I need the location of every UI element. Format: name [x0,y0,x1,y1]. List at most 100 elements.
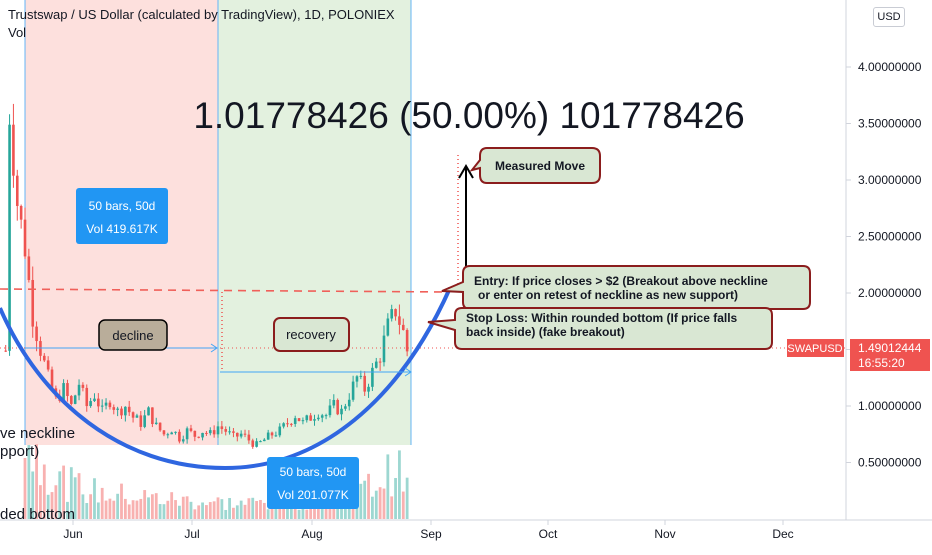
volume-bar [378,487,382,519]
recovery-note-text: recovery [286,327,336,342]
candle-body [124,406,127,416]
volume-bar [235,505,239,519]
candle-body [228,431,231,433]
candle-body [255,441,258,447]
volume-bar [363,480,367,519]
volume-bar [228,498,231,519]
candle-body [378,361,382,363]
candle-body [398,316,401,325]
currency-button[interactable]: USD [873,7,905,27]
candle-body [112,407,116,410]
volume-bar [93,478,96,519]
volume-bar [359,483,363,519]
chart-title[interactable]: Trustswap / US Dollar (calculated by Tra… [8,7,395,22]
candle-body [243,433,247,435]
price-axis[interactable]: 4.00000000 3.50000000 3.00000000 2.50000000… [787,0,930,520]
candle-body [147,407,150,416]
candle-body [35,326,38,342]
decline-range-arrowhead [210,343,218,353]
volume-label[interactable]: Vol [8,25,27,40]
candle-body [374,361,378,368]
time-tick-label: Nov [654,527,675,541]
candle-body [336,399,339,415]
volume-bar [42,464,46,519]
volume-bar [390,496,394,519]
stop-loss-callout[interactable]: Stop Loss: Within rounded bottom (If pri… [427,307,773,350]
volume-bar [131,500,135,519]
candle-body [31,279,35,327]
volume-bar [77,473,81,519]
price-tag-value: 1.49012444 [858,341,922,355]
measured-move-callout[interactable]: Measured Move [469,147,601,184]
volume-bar [293,508,297,519]
volume-bar [89,494,93,519]
candle-body [305,415,309,421]
candle-body [251,440,255,447]
candle-body [274,435,278,437]
price-tick-label: 2.50000000 [858,230,922,244]
candle-body [405,329,409,352]
volume-bar [27,445,31,519]
price-tick-label: 3.50000000 [858,117,922,131]
volume-bar [262,502,266,519]
candle-body [208,430,212,434]
volume-bar [278,505,282,519]
candle-body [293,418,297,424]
volume-bar [212,501,216,519]
time-axis[interactable]: Jun Jul Aug Sep Oct Nov Dec [0,519,932,541]
measured-move-text: Measured Move [495,159,585,173]
candle-body [224,429,228,432]
price-ticks: 4.00000000 3.50000000 3.00000000 2.50000000… [846,60,922,470]
candle-body [85,387,89,407]
recovery-range-arrowhead [404,367,412,377]
volume-bar [309,505,313,519]
volume-bar [398,450,401,519]
volume-bar [158,504,162,519]
volume-bar [62,465,65,519]
candle-body [401,324,405,330]
volume-bar [405,477,409,519]
candle-body [131,412,135,418]
cut-neckline-label: ve neckline [0,425,75,442]
volume-bar [181,496,185,519]
candle-body [77,384,81,396]
price-tick-label: 4.00000000 [858,60,922,74]
volume-bar [143,490,147,519]
volume-bar [255,500,258,519]
entry-callout[interactable]: Entry: If price closes > $2 (Breakout ab… [441,265,811,310]
candle-body [355,376,359,382]
candle-body [286,423,289,425]
volume-bar [197,505,201,519]
right-range-label[interactable]: 50 bars, 50d Vol 201.077K [267,457,359,509]
volume-bar [382,488,386,519]
volume-bar [178,505,181,519]
candle-body [220,426,224,430]
volume-bar [58,471,62,519]
volume-bar [127,504,131,519]
volume-bar [247,498,251,519]
candle-body [297,418,301,422]
volume-bar [120,483,123,519]
right-range-bars-text: 50 bars, 50d [280,465,347,479]
left-range-label[interactable]: 50 bars, 50d Vol 419.617K [76,188,168,244]
decline-note[interactable]: decline [98,319,168,351]
cut-rounded-bottom-label: ded bottom [0,506,75,523]
measured-move-callout-shape [469,147,601,184]
volume-bar [31,471,35,519]
candle-body [332,399,336,406]
decline-note-text: decline [112,328,153,343]
candle-body [4,350,7,352]
recovery-note[interactable]: recovery [273,317,350,352]
candle-body [97,398,100,407]
stop-loss-callout-shape [427,307,773,350]
candle-body [62,383,65,401]
volume-bar [351,506,355,519]
candle-body [320,415,324,418]
candle-body [19,205,23,220]
candle-body [359,375,363,377]
candle-body [386,318,390,336]
volume-bar [374,490,378,519]
time-tick-label: Jun [63,527,82,541]
